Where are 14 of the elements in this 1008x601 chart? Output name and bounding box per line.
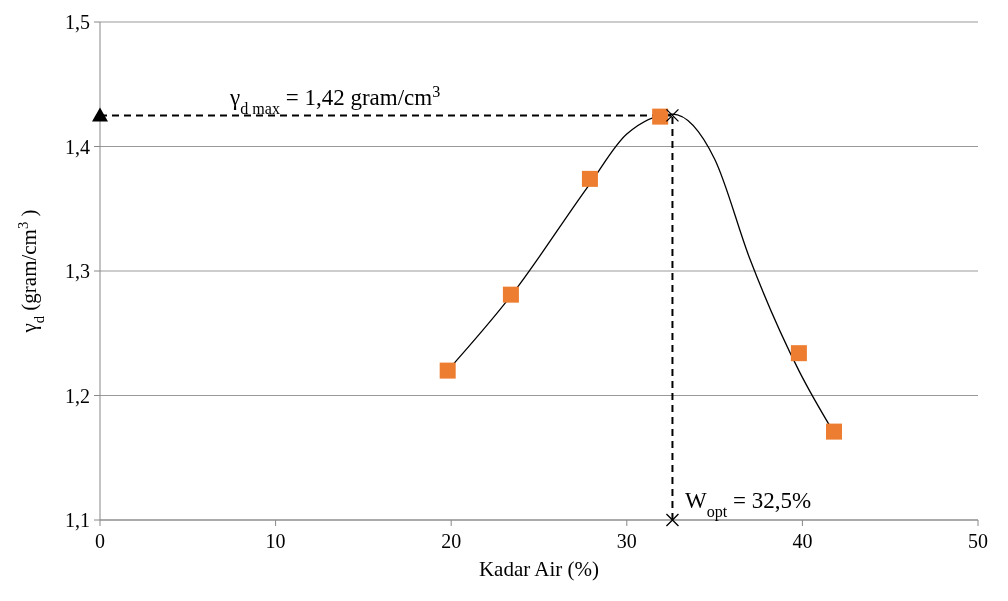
y-tick-label: 1,5 [65,11,90,33]
y-tick-label: 1,4 [65,135,90,158]
y-tick-label: 1,3 [65,260,90,282]
x-tick-label: 30 [616,530,637,552]
x-tick-label: 40 [792,530,813,552]
x-tick-label: 0 [95,530,105,552]
x-tick-label: 10 [265,530,286,552]
annotation: W$_{opt}$ = 32,5% [685,488,812,521]
x-tick-label: 50 [968,530,988,552]
x-axis-title: Kadar Air (%) [478,557,600,581]
y-tick-label: 1,1 [65,509,90,531]
annotation: γ$_{d max}$ = 1,42 gram/cm$^{3}$ [229,82,441,117]
y-tick-label: 1,2 [65,384,90,407]
x-tick-label: 20 [441,530,462,552]
